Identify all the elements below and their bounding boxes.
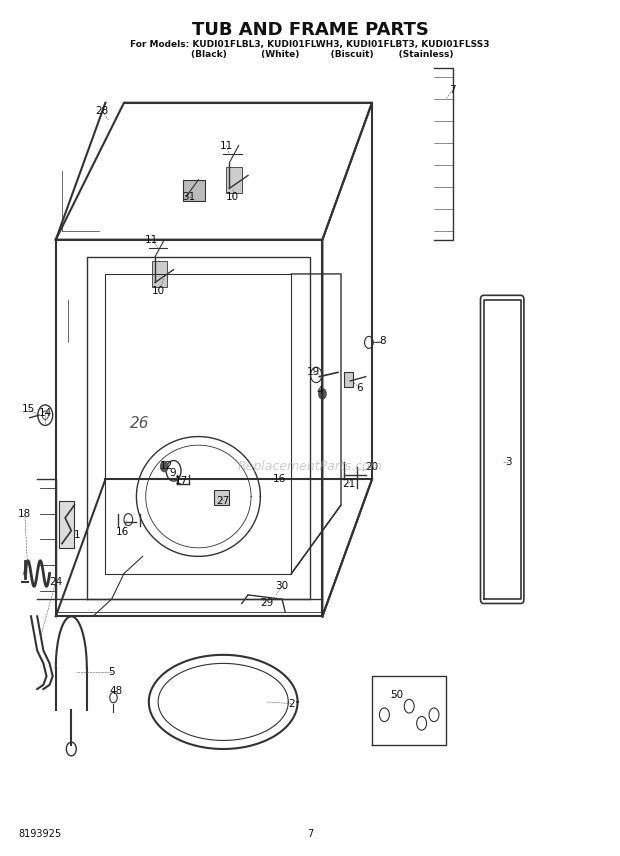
- Text: 5: 5: [108, 667, 115, 677]
- Text: 10: 10: [151, 286, 165, 296]
- Text: 1: 1: [74, 530, 81, 540]
- Circle shape: [161, 461, 168, 472]
- Text: 7: 7: [307, 829, 313, 839]
- Bar: [152, 261, 167, 287]
- Text: (Black)           (White)          (Biscuit)        (Stainless): (Black) (White) (Biscuit) (Stainless): [166, 51, 454, 59]
- Text: 20: 20: [365, 461, 379, 472]
- Text: 19: 19: [306, 367, 320, 377]
- Text: 31: 31: [182, 192, 196, 202]
- Text: TUB AND FRAME PARTS: TUB AND FRAME PARTS: [192, 21, 428, 39]
- Text: 4: 4: [316, 386, 322, 396]
- Text: 8193925: 8193925: [19, 829, 62, 839]
- Bar: [344, 372, 353, 387]
- Text: 26: 26: [130, 416, 149, 431]
- Text: 16: 16: [272, 474, 286, 484]
- Text: 17: 17: [174, 476, 188, 486]
- Text: 48: 48: [109, 686, 123, 696]
- Text: 2: 2: [288, 698, 294, 709]
- Bar: [226, 167, 242, 193]
- Text: 15: 15: [22, 404, 35, 414]
- Text: ReplacementParts.com: ReplacementParts.com: [237, 460, 383, 473]
- Bar: [59, 501, 74, 548]
- Text: 18: 18: [18, 508, 32, 519]
- Text: For Models: KUDI01FLBL3, KUDI01FLWH3, KUDI01FLBT3, KUDI01FLSS3: For Models: KUDI01FLBL3, KUDI01FLWH3, KU…: [130, 40, 490, 49]
- Text: 8: 8: [379, 336, 386, 346]
- Circle shape: [319, 389, 326, 399]
- Text: 50: 50: [390, 690, 404, 700]
- Text: 16: 16: [116, 527, 130, 538]
- Bar: [183, 180, 205, 201]
- Text: 27: 27: [216, 496, 230, 506]
- Text: 29: 29: [260, 598, 273, 609]
- Text: 30: 30: [275, 581, 289, 591]
- Text: 9: 9: [169, 468, 175, 479]
- Text: 3: 3: [505, 457, 511, 467]
- Text: 11: 11: [219, 140, 233, 151]
- Text: 10: 10: [226, 192, 239, 202]
- Text: 11: 11: [145, 235, 159, 245]
- Text: 28: 28: [95, 106, 109, 116]
- Bar: [214, 490, 229, 505]
- Text: 6: 6: [356, 383, 363, 393]
- Text: 21: 21: [342, 479, 355, 489]
- Text: 24: 24: [49, 577, 63, 587]
- Text: 7: 7: [450, 85, 456, 95]
- Text: 12: 12: [159, 461, 173, 471]
- Text: 14: 14: [38, 408, 52, 419]
